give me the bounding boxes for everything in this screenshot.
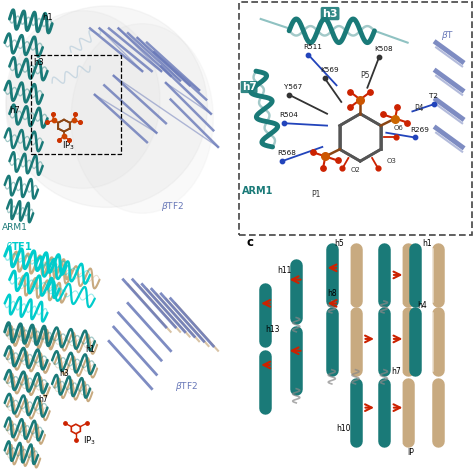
- Point: [65, 137, 73, 144]
- Text: IP: IP: [408, 448, 415, 457]
- Text: h1: h1: [85, 345, 95, 354]
- Ellipse shape: [6, 10, 160, 189]
- Point: [366, 88, 374, 96]
- Text: h7: h7: [242, 82, 256, 92]
- Text: O6: O6: [393, 125, 403, 131]
- Point: [403, 119, 411, 127]
- Text: c: c: [246, 237, 254, 249]
- Text: h7: h7: [38, 395, 48, 404]
- Point: [278, 157, 286, 165]
- Text: h7: h7: [9, 106, 20, 115]
- Point: [60, 132, 68, 140]
- Point: [77, 118, 84, 126]
- Text: P5: P5: [360, 71, 370, 80]
- Text: h3: h3: [322, 9, 338, 18]
- Text: $\beta$TF2: $\beta$TF2: [175, 380, 199, 392]
- Text: h10: h10: [337, 424, 351, 433]
- Point: [304, 51, 312, 58]
- Point: [319, 164, 327, 172]
- Point: [49, 110, 56, 118]
- Point: [411, 134, 419, 141]
- Point: [346, 103, 354, 111]
- Point: [281, 119, 288, 127]
- Text: IP$_3$: IP$_3$: [62, 139, 74, 152]
- Point: [321, 74, 328, 82]
- Point: [374, 164, 382, 172]
- Point: [55, 137, 63, 144]
- Point: [72, 437, 80, 444]
- Ellipse shape: [71, 24, 213, 213]
- Point: [379, 110, 387, 118]
- Text: ARM1: ARM1: [242, 186, 273, 196]
- Bar: [31, 55, 121, 154]
- Point: [356, 96, 364, 103]
- Text: T2: T2: [429, 93, 438, 100]
- Text: R269: R269: [410, 127, 429, 133]
- Text: h13: h13: [265, 325, 280, 334]
- Text: h1: h1: [422, 239, 431, 248]
- Point: [50, 117, 57, 124]
- Point: [285, 91, 293, 99]
- Text: h4: h4: [417, 301, 427, 310]
- Point: [71, 117, 78, 124]
- Point: [83, 419, 91, 427]
- Point: [72, 110, 79, 118]
- Text: K569: K569: [320, 67, 338, 73]
- Point: [334, 157, 341, 164]
- Text: P1: P1: [311, 190, 320, 199]
- Text: $\beta$TF1: $\beta$TF1: [5, 240, 32, 254]
- Text: Y567: Y567: [284, 84, 303, 90]
- Text: $\beta$T: $\beta$T: [441, 29, 454, 42]
- Point: [44, 118, 51, 126]
- Text: h5: h5: [334, 239, 344, 248]
- Text: h3: h3: [33, 58, 44, 67]
- Text: P4: P4: [414, 104, 424, 113]
- Text: h11: h11: [277, 265, 292, 274]
- Point: [393, 103, 401, 110]
- Point: [392, 134, 400, 141]
- Text: K508: K508: [374, 46, 393, 52]
- Text: IP$_3$: IP$_3$: [83, 434, 96, 447]
- Point: [61, 419, 69, 427]
- Text: h7: h7: [391, 367, 401, 376]
- Text: $\beta$TF2: $\beta$TF2: [161, 200, 184, 212]
- Point: [375, 53, 383, 61]
- Point: [310, 148, 317, 156]
- Text: h8: h8: [327, 289, 337, 298]
- Point: [430, 100, 438, 108]
- Point: [346, 88, 354, 96]
- Text: O3: O3: [386, 158, 396, 164]
- Text: R568: R568: [277, 150, 296, 156]
- Ellipse shape: [6, 6, 207, 208]
- Text: R511: R511: [303, 44, 322, 50]
- Text: ARM1: ARM1: [2, 223, 28, 232]
- Text: R504: R504: [280, 112, 299, 118]
- Point: [392, 115, 399, 122]
- Text: O2: O2: [351, 167, 361, 173]
- Text: h1: h1: [43, 13, 53, 22]
- Point: [321, 153, 329, 160]
- Text: h3: h3: [59, 369, 69, 378]
- Point: [338, 164, 346, 172]
